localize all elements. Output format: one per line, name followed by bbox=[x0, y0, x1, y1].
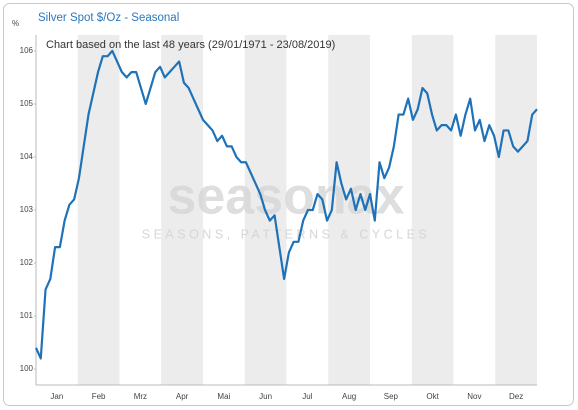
watermark-tagline: SEASONS, PATTERNS & CYCLES bbox=[142, 227, 431, 241]
chart-title: Silver Spot $/Oz - Seasonal bbox=[38, 12, 179, 24]
annotation: Chart based on the last 48 years (29/01/… bbox=[46, 39, 335, 51]
x-tick-label: Nov bbox=[467, 392, 481, 401]
x-tick-label: Apr bbox=[176, 392, 189, 401]
month-band bbox=[328, 35, 370, 385]
month-band bbox=[495, 35, 537, 385]
x-tick-label: Jan bbox=[50, 392, 63, 401]
y-tick-label: 103 bbox=[20, 205, 34, 214]
x-tick-label: Jun bbox=[259, 392, 272, 401]
x-tick-label: Jul bbox=[302, 392, 312, 401]
x-tick-label: Dez bbox=[509, 392, 523, 401]
x-tick-label: Mrz bbox=[134, 392, 147, 401]
y-unit: % bbox=[12, 19, 19, 28]
y-tick-label: 102 bbox=[20, 258, 34, 267]
y-tick-label: 104 bbox=[20, 152, 34, 161]
y-tick-label: 106 bbox=[20, 46, 34, 55]
x-tick-label: Okt bbox=[426, 392, 439, 401]
y-tick-label: 101 bbox=[20, 311, 34, 320]
y-tick-label: 100 bbox=[20, 364, 34, 373]
x-tick-label: Feb bbox=[92, 392, 106, 401]
series-line bbox=[34, 49, 538, 360]
watermark: seasonax bbox=[167, 168, 404, 226]
y-tick-label: 105 bbox=[20, 99, 34, 108]
month-band bbox=[161, 35, 203, 385]
x-tick-label: Sep bbox=[384, 392, 399, 401]
month-band bbox=[77, 35, 120, 385]
x-tick-label: Aug bbox=[342, 392, 356, 401]
x-tick-label: Mai bbox=[217, 392, 230, 401]
month-band bbox=[411, 35, 454, 385]
